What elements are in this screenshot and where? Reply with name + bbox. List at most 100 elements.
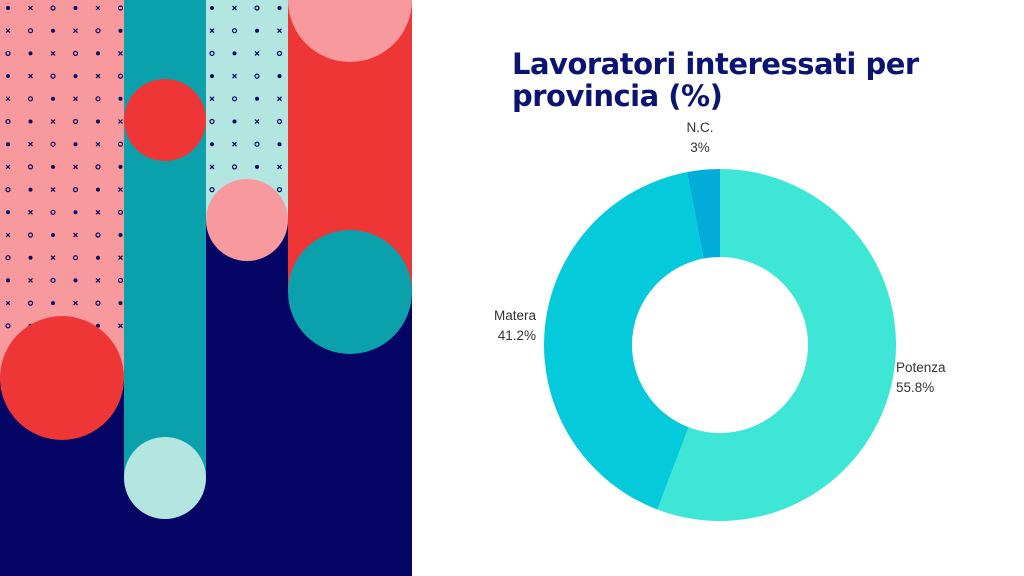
pattern-mark	[255, 96, 259, 101]
pattern-mark	[73, 28, 78, 34]
pattern-mark	[27, 232, 34, 238]
pattern-mark	[5, 232, 11, 238]
pattern-mark	[50, 187, 56, 193]
pattern-mark	[73, 300, 78, 306]
pattern-mark	[117, 141, 124, 147]
pattern-mark	[28, 187, 33, 192]
pattern-mark	[209, 96, 215, 102]
pattern-mark	[27, 28, 34, 34]
pattern-mark	[118, 301, 123, 306]
pattern-mark	[117, 209, 124, 215]
pattern-mark	[5, 164, 11, 170]
pattern-mark	[6, 210, 10, 215]
pattern-mark	[276, 187, 283, 193]
pattern-mark	[51, 301, 55, 306]
pattern-mark	[232, 119, 237, 124]
pattern-mark	[27, 164, 34, 170]
pattern-mark	[96, 51, 100, 56]
mint-circle	[124, 437, 206, 519]
teal-column	[124, 0, 206, 478]
pattern-mark	[28, 141, 33, 147]
pattern-mark	[50, 277, 56, 283]
slice-value-label: 41.2%	[498, 328, 536, 343]
pattern-mark	[5, 28, 11, 34]
pattern-mark	[28, 73, 33, 79]
pattern-mark	[5, 255, 11, 261]
slice-label: Matera	[494, 308, 537, 323]
pattern-mark	[6, 6, 10, 10]
pattern-mark	[117, 277, 124, 283]
pattern-mark	[232, 5, 237, 11]
pattern-mark	[254, 50, 260, 56]
slice-value-label: 3%	[690, 140, 710, 155]
pattern-mark	[5, 187, 11, 193]
pattern-mark	[96, 255, 100, 260]
chart-title: Lavoratori interessati per provincia (%)	[512, 47, 919, 113]
pattern-mark	[51, 96, 55, 101]
teal-circle	[288, 230, 412, 354]
pattern-mark	[27, 300, 34, 306]
pattern-mark	[117, 5, 124, 11]
donut-slice-potenza	[657, 169, 896, 521]
pattern-mark	[73, 96, 78, 102]
pattern-mark	[255, 164, 259, 169]
pattern-mark	[50, 50, 56, 56]
pattern-mark	[277, 28, 282, 34]
donut-slice-n-c	[687, 169, 720, 259]
pattern-mark	[254, 73, 260, 79]
pattern-mark	[117, 73, 124, 79]
slice-label: N.C.	[687, 120, 714, 135]
pattern-mark	[5, 50, 11, 57]
pattern-mark	[5, 323, 11, 329]
pattern-mark	[96, 323, 100, 328]
pattern-mark	[28, 277, 33, 283]
pattern-mark	[209, 187, 215, 193]
pattern-mark	[95, 5, 101, 11]
pattern-mark	[210, 6, 214, 10]
pink-circle	[206, 179, 288, 261]
pattern-mark	[231, 164, 238, 170]
pattern-mark	[72, 255, 79, 261]
pattern-mark	[276, 50, 283, 57]
pattern-mark	[28, 5, 33, 11]
pattern-mark	[232, 141, 237, 147]
pattern-mark	[50, 5, 56, 11]
pattern-mark	[95, 209, 101, 215]
pattern-mark	[277, 96, 282, 102]
pattern-mark	[27, 96, 34, 102]
pattern-mark	[5, 118, 11, 125]
pattern-mark	[73, 210, 78, 215]
pattern-mark	[209, 50, 215, 57]
pattern-mark	[232, 51, 237, 56]
pattern-mark	[232, 73, 237, 79]
pattern-mark	[118, 187, 123, 193]
pink-circle	[288, 0, 412, 62]
pattern-mark	[50, 141, 56, 147]
pattern-mark	[28, 255, 33, 260]
pattern-mark	[277, 142, 282, 147]
pattern-mark	[118, 28, 123, 33]
pattern-mark	[254, 141, 260, 147]
pattern-mark	[50, 209, 56, 215]
pattern-mark	[210, 142, 214, 147]
pattern-mark	[5, 300, 11, 306]
pattern-mark	[51, 233, 55, 237]
pattern-mark	[50, 73, 56, 79]
slice-value-label: 55.8%	[896, 380, 934, 395]
pattern-mark	[118, 50, 123, 56]
pattern-mark	[6, 142, 10, 147]
pattern-mark	[95, 232, 101, 238]
pattern-mark	[28, 51, 33, 56]
pattern-mark	[51, 28, 55, 33]
pattern-mark	[95, 28, 101, 34]
pattern-mark	[95, 73, 101, 79]
donut-chart: Potenza 55.8% Matera 41.2% N.C. 3%	[494, 120, 946, 521]
pattern-mark	[277, 74, 282, 79]
pattern-mark	[118, 164, 123, 169]
pattern-mark	[95, 164, 101, 170]
pattern-mark	[5, 96, 11, 102]
pattern-mark	[6, 74, 10, 79]
pattern-mark	[209, 118, 215, 125]
donut-slice-matera	[544, 172, 704, 510]
pattern-mark	[231, 96, 238, 102]
